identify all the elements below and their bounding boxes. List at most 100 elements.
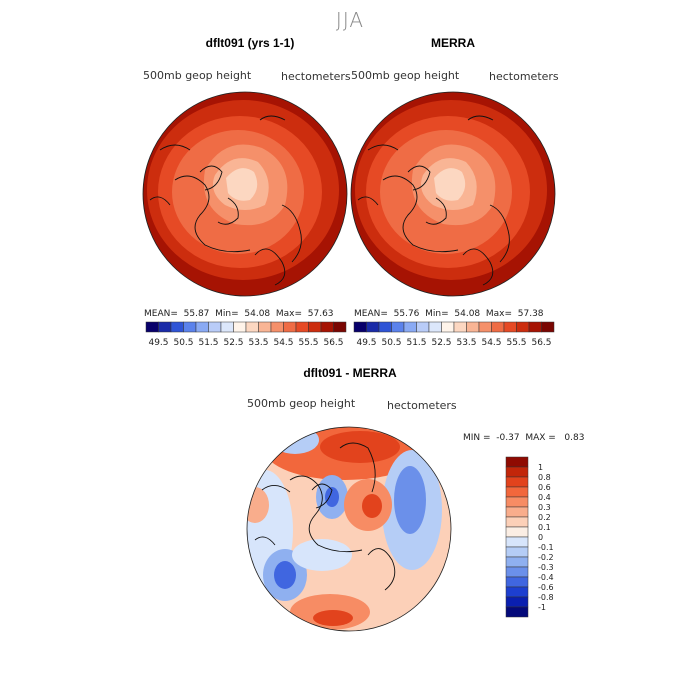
diff-colorbar: 10.80.60.40.30.20.10-0.1-0.2-0.3-0.4-0.6… xyxy=(505,456,554,618)
panel1-colorbar-swatch xyxy=(270,321,284,333)
season-title: JJA xyxy=(335,8,365,32)
panel1-colorbar-swatch xyxy=(145,321,159,333)
panel2-colorbar-swatch xyxy=(416,321,430,333)
panel1-colorbar-swatch xyxy=(233,321,247,333)
panel2-colorbar-swatch xyxy=(366,321,380,333)
panel1-min-label: Min= xyxy=(215,309,239,319)
diff-min-label: MIN = xyxy=(463,433,491,443)
panel1-colorbar-swatch xyxy=(308,321,322,333)
panel1-colorbar-tick-label: 54.5 xyxy=(273,338,293,347)
panel2-colorbar-swatch xyxy=(503,321,517,333)
diff-variable-label: 500mb geop height xyxy=(247,397,356,410)
panel2-stats: MEAN= 55.76 Min= 54.08 Max= 57.38 xyxy=(354,309,544,319)
diff-colorbar-tick-label: 0.4 xyxy=(538,493,551,502)
panel2-mean-label: MEAN= xyxy=(354,309,388,319)
panel1-title: dflt091 (yrs 1-1) xyxy=(205,36,295,50)
panel1-colorbar: 49.5 50.5 51.5 52.5 53.5 54.5 55.5 56.5 xyxy=(145,321,347,347)
diff-max-value: 0.83 xyxy=(564,433,585,443)
panel2-colorbar-tick-label: 56.5 xyxy=(531,338,551,347)
diff-colorbar-tick-label: -0.3 xyxy=(538,563,554,572)
panel1-colorbar-tick-label: 51.5 xyxy=(198,338,218,347)
panel2-colorbar-tick-label: 53.5 xyxy=(456,338,476,347)
panel2-colorbar-swatch xyxy=(516,321,530,333)
diff-stats: MIN = -0.37 MAX = 0.83 xyxy=(463,433,584,443)
panel2-colorbar: 49.5 50.5 51.5 52.5 53.5 54.5 55.5 56.5 xyxy=(353,321,555,347)
diff-colorbar-swatch xyxy=(505,596,529,608)
panel2-colorbar-swatch xyxy=(491,321,505,333)
diff-colorbar-swatch xyxy=(505,486,529,498)
diff-colorbar-swatch xyxy=(505,606,529,618)
panel1-colorbar-swatch xyxy=(220,321,234,333)
panel1-colorbar-tick-label: 50.5 xyxy=(173,338,193,347)
diff-colorbar-tick-label: 0.2 xyxy=(538,513,551,522)
panel1-max-value: 57.63 xyxy=(307,309,334,319)
panel2-title: MERRA xyxy=(431,36,475,50)
diff-colorbar-tick-label: -0.6 xyxy=(538,583,554,592)
diff-colorbar-tick-label: -0.1 xyxy=(538,543,554,552)
diff-colorbar-swatch xyxy=(505,566,529,578)
diff-colorbar-tick-label: 0.1 xyxy=(538,523,551,532)
panel2-colorbar-swatch xyxy=(541,321,555,333)
panel2-mean-value: 55.76 xyxy=(393,309,420,319)
panel2-colorbar-swatch xyxy=(478,321,492,333)
diff-panel-title: dflt091 - MERRA xyxy=(303,366,397,380)
panel1-colorbar-swatch xyxy=(183,321,197,333)
panel2-colorbar-swatch xyxy=(428,321,442,333)
diff-colorbar-swatch xyxy=(505,506,529,518)
panel2-colorbar-tick-label: 54.5 xyxy=(481,338,501,347)
panel2-colorbar-swatch xyxy=(528,321,542,333)
panel1-colorbar-swatch xyxy=(295,321,309,333)
difference-polar-map xyxy=(247,427,451,631)
diff-colorbar-swatch xyxy=(505,456,529,468)
panel2-colorbar-swatch xyxy=(403,321,417,333)
panel1-polar-map xyxy=(143,92,347,296)
panel1-colorbar-swatch xyxy=(333,321,347,333)
panel2-colorbar-swatch xyxy=(453,321,467,333)
diff-colorbar-tick-label: -1 xyxy=(538,603,546,612)
diff-colorbar-tick-label: -0.2 xyxy=(538,553,554,562)
panel2-min-value: 54.08 xyxy=(454,309,481,319)
panel1-colorbar-tick-label: 53.5 xyxy=(248,338,268,347)
panel2-min-label: Min= xyxy=(425,309,449,319)
panel1-units-label: hectometers xyxy=(281,70,351,83)
panel1-variable-label: 500mb geop height xyxy=(143,69,252,82)
panel1-min-value: 54.08 xyxy=(244,309,271,319)
diff-colorbar-swatch xyxy=(505,536,529,548)
diff-colorbar-tick-label: 0.3 xyxy=(538,503,551,512)
panel1-colorbar-swatch xyxy=(245,321,259,333)
panel2-polar-map xyxy=(351,92,555,296)
panel1-colorbar-swatch xyxy=(283,321,297,333)
panel2-variable-label: 500mb geop height xyxy=(351,69,460,82)
diff-colorbar-tick-label: -0.4 xyxy=(538,573,554,582)
panel1-mean-value: 55.87 xyxy=(183,309,210,319)
diff-colorbar-swatch xyxy=(505,516,529,528)
panel1-colorbar-tick-label: 52.5 xyxy=(223,338,243,347)
panel2-max-label: Max= xyxy=(485,309,513,319)
diff-colorbar-swatch xyxy=(505,466,529,478)
panel2-colorbar-tick-label: 50.5 xyxy=(381,338,401,347)
diff-colorbar-tick-label: 1 xyxy=(538,463,543,472)
diff-colorbar-swatch xyxy=(505,576,529,588)
panel1-colorbar-tick-label: 49.5 xyxy=(148,338,168,347)
panel2-colorbar-tick-label: 55.5 xyxy=(506,338,526,347)
panel1-mean-label: MEAN= xyxy=(144,309,178,319)
diff-colorbar-tick-label: 0.8 xyxy=(538,473,551,482)
diff-units-label: hectometers xyxy=(387,399,457,412)
panel1-stats: MEAN= 55.87 Min= 54.08 Max= 57.63 xyxy=(144,309,334,319)
panel1-colorbar-swatch xyxy=(195,321,209,333)
diff-colorbar-tick-label: 0 xyxy=(538,533,543,542)
panel2-colorbar-swatch xyxy=(353,321,367,333)
panel2-colorbar-swatch xyxy=(391,321,405,333)
diff-colorbar-swatch xyxy=(505,496,529,508)
panel1-colorbar-swatch xyxy=(208,321,222,333)
diff-colorbar-swatch xyxy=(505,476,529,488)
panel2-colorbar-tick-label: 51.5 xyxy=(406,338,426,347)
panel1-max-label: Max= xyxy=(275,309,303,319)
diff-colorbar-tick-label: -0.8 xyxy=(538,593,554,602)
diff-colorbar-tick-label: 0.6 xyxy=(538,483,551,492)
diff-colorbar-swatch xyxy=(505,586,529,598)
panel2-colorbar-swatch xyxy=(466,321,480,333)
diff-max-label: MAX = xyxy=(525,433,556,443)
panel2-colorbar-tick-label: 52.5 xyxy=(431,338,451,347)
